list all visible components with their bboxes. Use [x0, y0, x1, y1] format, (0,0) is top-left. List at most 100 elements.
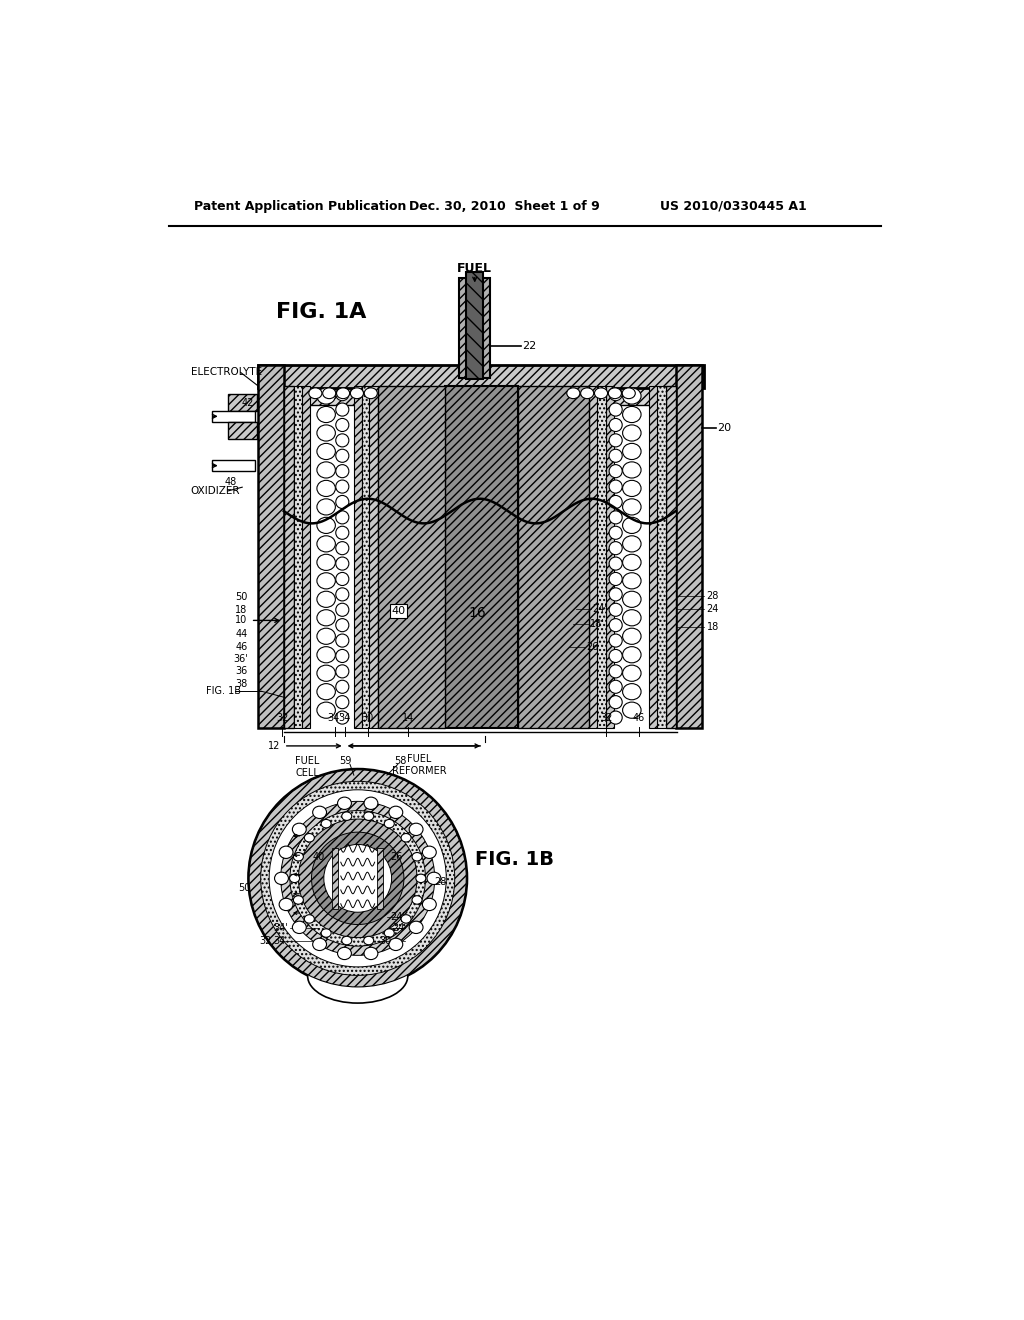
Ellipse shape	[316, 517, 336, 533]
Ellipse shape	[336, 511, 349, 524]
Ellipse shape	[336, 557, 349, 570]
Ellipse shape	[623, 554, 641, 570]
Ellipse shape	[336, 403, 349, 416]
Ellipse shape	[304, 915, 314, 923]
Ellipse shape	[623, 444, 641, 459]
Ellipse shape	[609, 696, 623, 709]
Circle shape	[249, 770, 466, 987]
Text: 50: 50	[239, 883, 251, 892]
Text: 24: 24	[392, 924, 404, 933]
Text: 34': 34'	[328, 713, 342, 723]
Ellipse shape	[316, 702, 336, 718]
Text: 24': 24'	[593, 603, 607, 614]
Ellipse shape	[609, 649, 623, 663]
Ellipse shape	[623, 684, 641, 700]
Text: 32: 32	[600, 713, 612, 723]
Ellipse shape	[336, 603, 349, 616]
Text: 36': 36'	[232, 653, 248, 664]
Ellipse shape	[316, 684, 336, 700]
Text: 24: 24	[707, 603, 719, 614]
Ellipse shape	[316, 610, 336, 626]
Ellipse shape	[623, 702, 641, 718]
Ellipse shape	[623, 573, 641, 589]
Ellipse shape	[336, 680, 349, 693]
Text: 22: 22	[522, 341, 537, 351]
Ellipse shape	[336, 573, 349, 586]
Bar	[605, 387, 614, 729]
Ellipse shape	[316, 480, 336, 496]
Text: 28: 28	[435, 878, 447, 887]
Bar	[258, 364, 705, 388]
Ellipse shape	[427, 873, 441, 884]
Text: 50: 50	[236, 593, 248, 602]
Circle shape	[261, 781, 455, 975]
Ellipse shape	[290, 874, 300, 883]
Ellipse shape	[280, 846, 293, 858]
Text: 34: 34	[339, 713, 351, 723]
Bar	[649, 387, 657, 729]
Ellipse shape	[623, 388, 635, 399]
Ellipse shape	[623, 665, 641, 681]
Ellipse shape	[280, 899, 293, 911]
Ellipse shape	[608, 388, 622, 399]
Ellipse shape	[336, 649, 349, 663]
Ellipse shape	[609, 573, 623, 586]
Ellipse shape	[316, 444, 336, 459]
Ellipse shape	[609, 680, 623, 693]
Ellipse shape	[412, 896, 422, 904]
Text: Patent Application Publication: Patent Application Publication	[194, 199, 407, 213]
Ellipse shape	[364, 797, 378, 809]
Ellipse shape	[410, 824, 423, 836]
Ellipse shape	[342, 812, 352, 821]
Ellipse shape	[336, 434, 349, 447]
Bar	[377, 847, 383, 909]
Ellipse shape	[609, 557, 623, 570]
Ellipse shape	[312, 807, 327, 818]
Bar	[466, 272, 483, 379]
Text: 38: 38	[236, 678, 248, 689]
Ellipse shape	[581, 388, 594, 399]
Ellipse shape	[293, 896, 303, 904]
Ellipse shape	[336, 388, 349, 401]
Ellipse shape	[623, 462, 641, 478]
Text: Dec. 30, 2010  Sheet 1 of 9: Dec. 30, 2010 Sheet 1 of 9	[410, 199, 600, 213]
Ellipse shape	[623, 425, 641, 441]
Bar	[302, 387, 310, 729]
Ellipse shape	[609, 587, 623, 601]
Bar	[676, 364, 701, 729]
Bar	[227, 395, 257, 411]
Ellipse shape	[316, 591, 336, 607]
Ellipse shape	[336, 665, 349, 678]
Bar	[518, 387, 589, 729]
Ellipse shape	[595, 388, 607, 399]
Text: 59: 59	[339, 756, 351, 767]
Text: 28: 28	[707, 591, 719, 601]
Ellipse shape	[609, 403, 623, 416]
Ellipse shape	[623, 480, 641, 496]
Ellipse shape	[338, 948, 351, 960]
Ellipse shape	[336, 696, 349, 709]
Bar	[227, 422, 257, 438]
Ellipse shape	[336, 480, 349, 494]
Bar	[362, 387, 370, 729]
Ellipse shape	[412, 853, 422, 861]
Ellipse shape	[336, 619, 349, 632]
Text: FIG. 1A: FIG. 1A	[276, 302, 367, 322]
Ellipse shape	[609, 418, 623, 432]
Ellipse shape	[336, 449, 349, 462]
Text: 46: 46	[633, 713, 645, 723]
Ellipse shape	[322, 929, 331, 937]
Bar	[294, 387, 302, 729]
Ellipse shape	[423, 899, 436, 911]
Text: OXIDIZER: OXIDIZER	[190, 486, 240, 496]
Ellipse shape	[609, 465, 623, 478]
Text: FIG. 1B: FIG. 1B	[475, 850, 554, 869]
Ellipse shape	[389, 939, 402, 950]
Ellipse shape	[566, 388, 580, 399]
Ellipse shape	[336, 541, 349, 554]
Ellipse shape	[316, 573, 336, 589]
Ellipse shape	[384, 820, 394, 828]
Circle shape	[269, 789, 446, 966]
Ellipse shape	[312, 939, 327, 950]
Ellipse shape	[338, 797, 351, 809]
